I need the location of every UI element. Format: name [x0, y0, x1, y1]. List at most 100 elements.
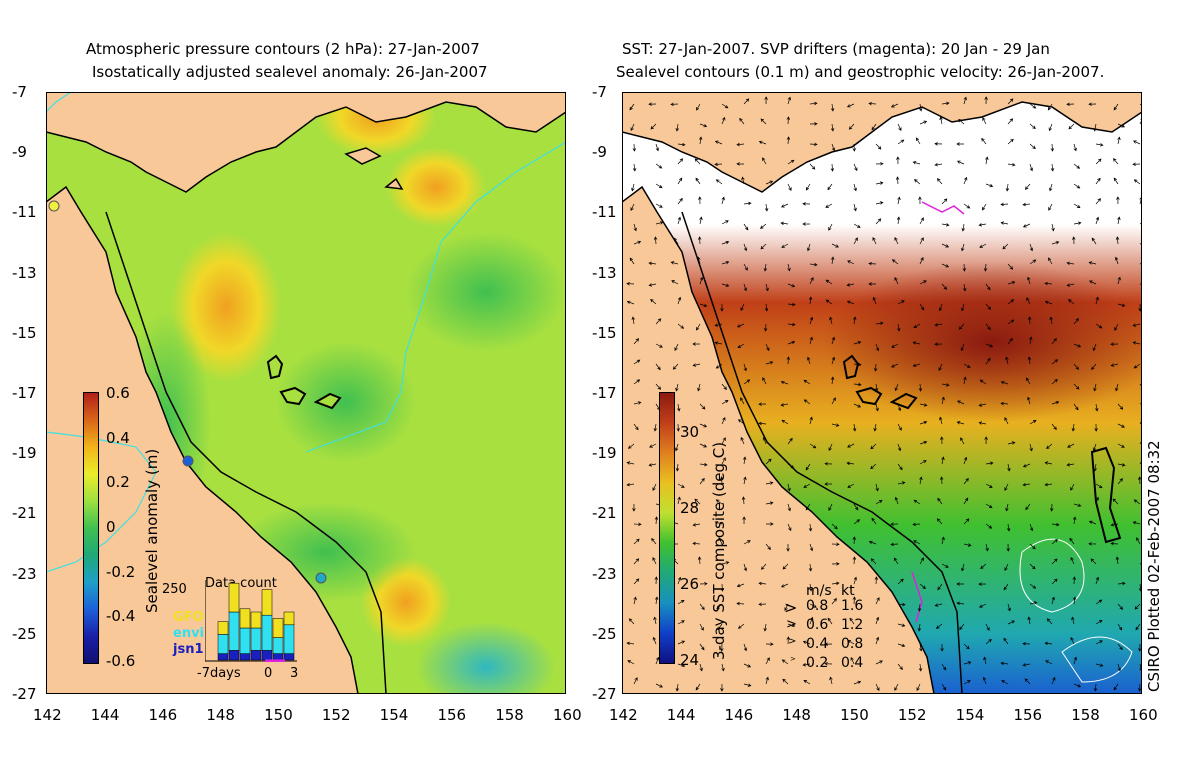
velocity-arrow	[677, 576, 682, 585]
velocity-arrow	[831, 542, 840, 546]
velocity-arrow	[765, 642, 774, 646]
velocity-arrow	[806, 356, 811, 365]
velocity-arrow	[1069, 537, 1075, 545]
velocity-arrow	[1029, 419, 1037, 425]
velocity-legend-ms: m/s	[806, 583, 832, 599]
velocity-arrow	[787, 283, 796, 288]
velocity-arrow	[853, 183, 857, 192]
velocity-arrow	[633, 538, 640, 545]
velocity-arrow	[1004, 417, 1009, 425]
velocity-arrow	[1093, 383, 1097, 392]
tide-gauge-marker	[315, 572, 327, 584]
velocity-arrow	[1115, 556, 1120, 565]
velocity-arrow	[825, 299, 833, 305]
velocity-arrow	[780, 203, 789, 208]
velocity-arrow	[1067, 443, 1075, 448]
velocity-arrow	[894, 496, 899, 505]
velocity-arrow	[894, 383, 899, 392]
velocity-arrow	[979, 603, 987, 608]
velocity-arrow	[1007, 441, 1016, 445]
velocity-arrow	[677, 177, 683, 185]
velocity-arrow	[1029, 123, 1036, 130]
velocity-arrow	[939, 416, 943, 425]
velocity-arrow	[829, 676, 833, 685]
velocity-arrow	[631, 316, 635, 325]
velocity-arrow	[626, 641, 635, 646]
velocity-arrow	[698, 136, 703, 145]
velocity-arrow	[721, 283, 730, 287]
velocity-arrow	[1088, 102, 1097, 106]
y-tick-label: -11	[12, 203, 37, 222]
velocity-arrow	[742, 456, 747, 465]
data-count-bar	[272, 653, 284, 661]
velocity-arrow	[1095, 483, 1103, 489]
velocity-arrow	[1115, 383, 1119, 392]
velocity-arrow	[787, 322, 796, 327]
velocity-arrow	[941, 383, 950, 387]
velocity-arrow	[675, 123, 680, 132]
velocity-arrow	[1066, 261, 1075, 266]
velocity-arrow	[963, 661, 972, 665]
velocity-arrow	[830, 376, 835, 385]
island	[842, 354, 860, 380]
velocity-arrow	[1073, 163, 1081, 169]
velocity-arrow	[1022, 463, 1031, 468]
y-tick-label: -7	[12, 83, 27, 101]
velocity-arrow	[919, 460, 927, 465]
velocity-arrow	[897, 423, 902, 431]
right-title-line2: Sealevel contours (0.1 m) and geostrophi…	[616, 63, 1105, 81]
velocity-arrow	[677, 403, 681, 412]
velocity-arrow	[1117, 123, 1126, 128]
velocity-arrow	[853, 163, 858, 172]
velocity-arrow	[978, 582, 987, 586]
velocity-arrow	[917, 603, 922, 612]
velocity-arrow	[1095, 323, 1103, 329]
velocity-arrow	[890, 522, 899, 526]
velocity-arrow	[721, 437, 726, 445]
velocity-arrow	[1000, 380, 1009, 385]
velocity-arrow	[697, 256, 701, 265]
velocity-arrow	[1068, 123, 1075, 130]
data-count-bar	[261, 589, 273, 616]
velocity-arrow	[1049, 316, 1053, 325]
velocity-arrow	[963, 477, 969, 485]
velocity-legend-ms-value: 0.2	[806, 655, 829, 671]
velocity-arrow	[784, 603, 789, 611]
velocity-arrow	[897, 663, 903, 670]
x-tick-label: 160	[553, 706, 582, 724]
velocity-arrow	[787, 437, 793, 445]
velocity-arrow	[808, 523, 813, 532]
velocity-arrow	[780, 380, 789, 385]
velocity-arrow	[941, 223, 950, 227]
velocity-arrow	[1029, 259, 1037, 265]
velocity-arrow	[676, 423, 680, 432]
pressure-contour	[305, 141, 566, 453]
velocity-arrow	[982, 117, 987, 125]
velocity-arrow	[677, 663, 686, 668]
x-tick-label: 150	[264, 706, 293, 724]
velocity-arrow	[714, 341, 723, 345]
legend-gfo: GFO	[173, 610, 204, 625]
velocity-arrow	[852, 556, 857, 565]
velocity-arrow	[1007, 620, 1015, 625]
velocity-arrow	[1073, 318, 1079, 325]
velocity-arrow	[743, 201, 752, 206]
velocity-arrow	[916, 683, 921, 692]
velocity-arrow	[913, 540, 921, 545]
velocity-arrow	[765, 283, 769, 292]
velocity-arrow	[941, 101, 950, 106]
velocity-arrow	[1112, 498, 1119, 505]
velocity-arrow	[1007, 162, 1016, 167]
velocity-arrow	[1132, 162, 1141, 166]
velocity-arrow	[743, 263, 748, 271]
data-count-x-start: -7days	[197, 666, 241, 681]
velocity-arrow	[762, 436, 767, 445]
velocity-arrow	[629, 103, 635, 111]
y-tick-label: -17	[592, 384, 617, 402]
velocity-arrow	[787, 623, 796, 628]
velocity-arrow	[1117, 603, 1124, 610]
velocity-arrow	[1000, 661, 1009, 666]
velocity-arrow	[1025, 377, 1031, 385]
velocity-arrow	[1117, 276, 1121, 285]
velocity-arrow	[831, 143, 836, 152]
